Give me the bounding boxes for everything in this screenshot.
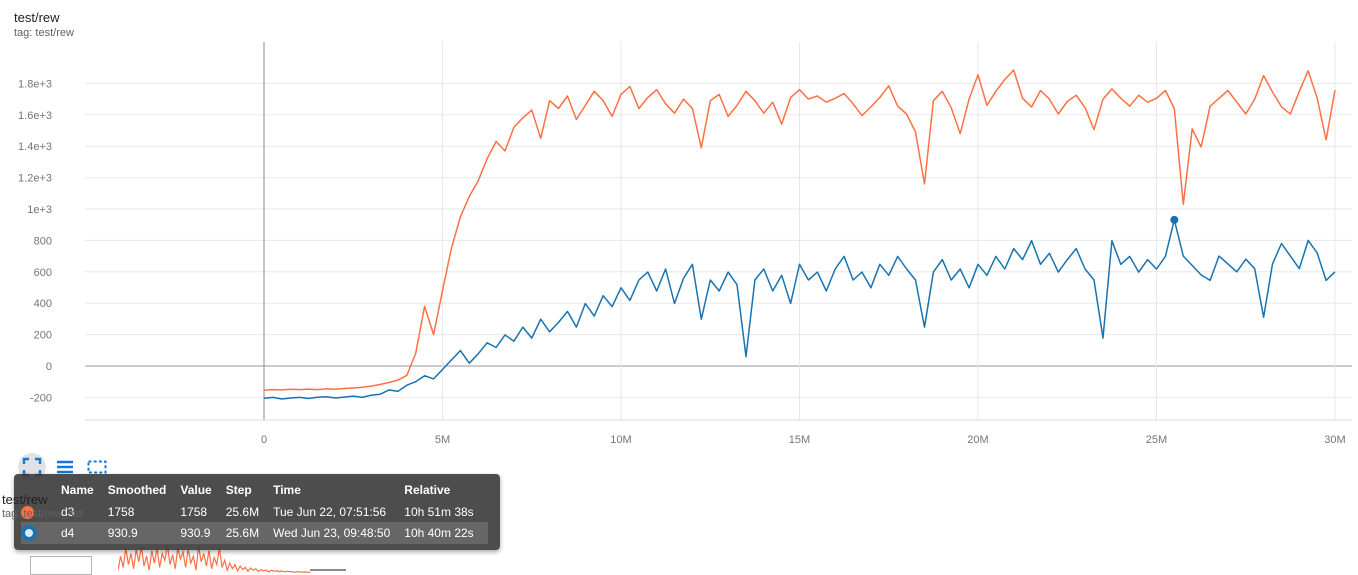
y-tick-label: 1.6e+3 [18,110,52,122]
scalar-line-chart[interactable]: -200 0 200 400 600 800 1e+3 1.2e+3 1.4e+3 1.6e+3 1… [0,40,1358,452]
tooltip-cell-value: 1758 [180,505,208,520]
series-line-rew-std[interactable] [118,544,311,573]
tooltip-header-name: Name [61,483,94,497]
tooltip-cell-time: Tue Jun 22, 07:51:56 [273,505,387,520]
y-tick-label: 0 [46,361,52,373]
x-tick-label: 0 [261,434,267,446]
series-swatch-d3 [21,506,34,520]
tooltip-cell-step: 25.6M [225,505,260,520]
tooltip-header-time: Time [273,483,301,497]
hover-tooltip: Name Smoothed Value Step Time Relative d3 1758… [14,474,500,551]
hovered-point-marker[interactable] [1170,215,1179,224]
chart-tag-subtitle-rew-std: tag: test/rew_std [2,508,83,520]
tooltip-cell-relative: 10h 40m 22s [404,526,474,541]
tooltip-cell-time: Wed Jun 23, 09:48:50 [273,526,391,541]
x-tick-label: 10M [610,434,631,446]
y-tick-label: 1e+3 [27,204,52,216]
tooltip-header-step: Step [225,483,252,497]
y-tick-label: 600 [34,267,52,279]
y-tick-label: 1.4e+3 [18,141,52,153]
tooltip-table: Name Smoothed Value Step Time Relative d3 1758… [21,478,488,545]
tooltip-header-smoothed: Smoothed [107,483,167,497]
y-tick-label: 1.2e+3 [18,173,52,185]
tooltip-header-relative: Relative [404,483,451,497]
y-tick-label: -200 [30,392,52,404]
tooltip-cell-smoothed: 1758 [107,505,135,520]
series-line-d4[interactable] [263,219,1336,400]
x-tick-label: 25M [1146,434,1167,446]
partial-panel-box [30,556,92,575]
y-tick-label: 1.8e+3 [18,78,52,90]
tooltip-cell-name: d3 [61,505,75,520]
tooltip-header-value: Value [180,483,212,497]
rew-std-line-chart[interactable] [118,543,348,574]
expand-icon[interactable] [20,455,44,479]
chart-title: test/rew [14,10,60,25]
series-line-d3[interactable] [263,69,1336,392]
tooltip-row-d4: d4 930.9 930.9 25.6M Wed Jun 23, 09:48:50 10h… [21,522,488,545]
tooltip-cell-step: 25.6M [225,526,260,541]
y-tick-label: 200 [34,330,52,342]
fit-domain-icon[interactable] [85,455,109,479]
chart-title-rew-std: test/rew [2,492,48,507]
tooltip-row-d3: d3 1758 1758 25.6M Tue Jun 22, 07:51:56 10h 5… [21,502,488,522]
tooltip-cell-value: 930.9 [180,526,211,541]
tooltip-cell-smoothed: 930.9 [107,526,138,541]
x-tick-label: 30M [1324,434,1345,446]
y-tick-label: 400 [34,298,52,310]
axis-stub-line [310,569,346,571]
tooltip-cell-relative: 10h 51m 38s [404,505,474,520]
x-tick-label: 20M [967,434,988,446]
series-swatch-d4 [21,525,37,542]
tooltip-cell-name: d4 [61,526,75,541]
menu-icon[interactable] [53,455,77,479]
x-tick-label: 15M [789,434,810,446]
chart-tag-subtitle: tag: test/rew [14,27,74,39]
tooltip-header-row: Name Smoothed Value Step Time Relative [21,478,488,502]
x-tick-label: 5M [435,434,450,446]
y-tick-label: 800 [34,235,52,247]
